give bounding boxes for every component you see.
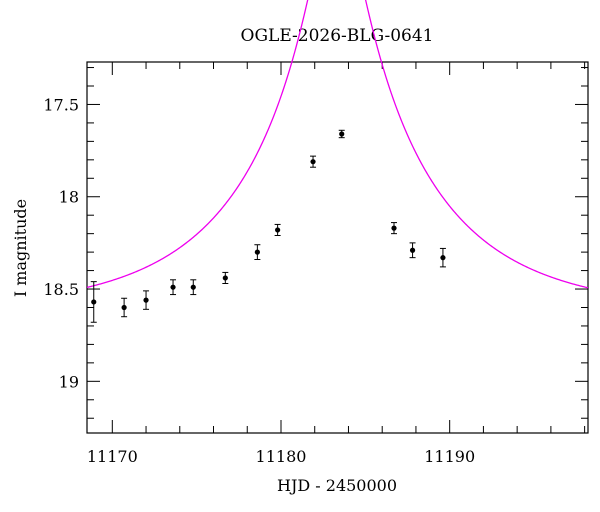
tick-labels: 11170 11180 11190 17.5 18 18.5 19 xyxy=(43,95,475,466)
data-point-group xyxy=(90,281,97,323)
data-point-group xyxy=(391,222,398,235)
data-point xyxy=(440,255,446,261)
data-point-group xyxy=(439,247,446,268)
data-points xyxy=(90,129,446,323)
data-point-group xyxy=(121,297,128,318)
y-tick-label: 17.5 xyxy=(43,95,79,114)
data-point-group xyxy=(254,244,261,260)
data-point xyxy=(190,284,196,290)
x-tick-label: 11190 xyxy=(424,447,475,466)
model-curve xyxy=(86,0,589,289)
data-point xyxy=(91,299,97,305)
plot-frame xyxy=(86,61,589,434)
data-point xyxy=(339,131,345,137)
y-tick-label: 18.5 xyxy=(43,280,79,299)
data-point-group xyxy=(274,223,281,237)
data-point-group xyxy=(310,155,317,168)
data-point xyxy=(409,247,416,253)
y-tick-label: 19 xyxy=(59,372,79,391)
x-tick-label: 11170 xyxy=(87,447,138,466)
data-point xyxy=(170,284,176,290)
data-point-group xyxy=(222,271,229,284)
x-tick-label: 11180 xyxy=(256,447,307,466)
data-point xyxy=(222,275,228,281)
data-point xyxy=(254,249,260,255)
data-point-group xyxy=(338,129,345,139)
data-point xyxy=(121,304,127,311)
axis-ticks xyxy=(87,62,588,433)
data-point-group xyxy=(170,279,177,296)
data-point xyxy=(275,227,281,233)
data-point xyxy=(391,225,397,231)
y-axis-label: I magnitude xyxy=(11,199,30,297)
y-tick-label: 18 xyxy=(59,188,79,207)
data-point xyxy=(310,159,316,165)
data-point-group xyxy=(190,279,197,296)
data-point-group xyxy=(143,290,150,310)
data-point xyxy=(143,297,149,303)
x-axis-label: HJD - 2450000 xyxy=(277,476,397,495)
chart-title: OGLE-2026-BLG-0641 xyxy=(241,26,434,46)
data-point-group xyxy=(409,242,416,259)
